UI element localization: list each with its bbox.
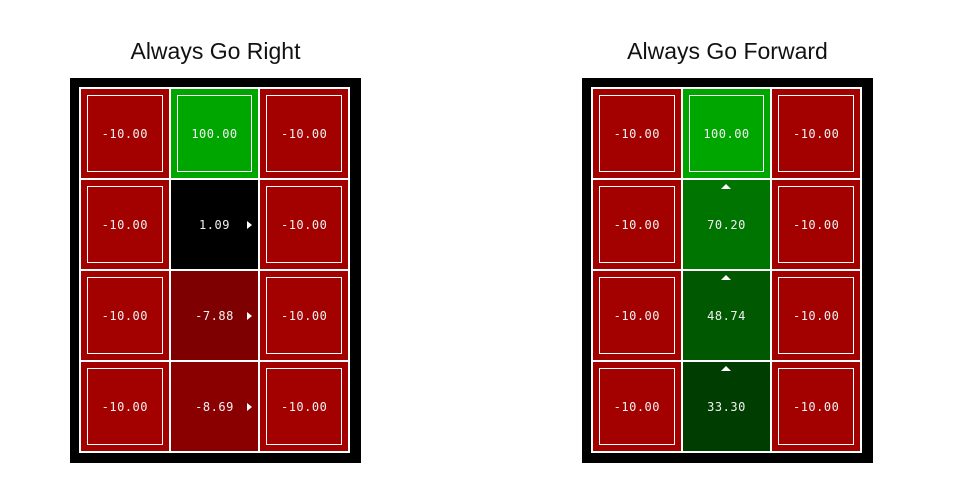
cell-value: -10.00 xyxy=(792,308,840,323)
panel-title: Always Go Right xyxy=(130,38,301,64)
terminal-cell: -10.00 xyxy=(81,89,171,180)
terminal-marker xyxy=(87,277,163,354)
cell-value: -10.00 xyxy=(101,217,148,232)
cell-value: 100.00 xyxy=(191,126,238,141)
state-cell: -8.69 xyxy=(170,362,261,453)
arrow-up-icon xyxy=(721,275,732,280)
cell-value: -8.69 xyxy=(195,399,234,414)
panel-always-go-forward: Always Go Forward -10.00 100.00 -10.00 -10.… xyxy=(582,0,873,494)
state-cell: -7.88 xyxy=(170,271,261,362)
cell-value: -10.00 xyxy=(280,126,328,141)
cell-value: -10.00 xyxy=(613,217,660,232)
gridworld-board: -10.00 100.00 -10.00 -10.00 1.09 -10.00 -10.00… xyxy=(70,78,361,463)
terminal-cell: -10.00 xyxy=(260,362,350,453)
cell-value: 1.09 xyxy=(199,217,230,232)
terminal-cell: -10.00 xyxy=(772,362,862,453)
cell-value: 70.20 xyxy=(707,217,746,232)
terminal-cell: -10.00 xyxy=(81,271,171,362)
gridworld-board: -10.00 100.00 -10.00 -10.00 70.20 -10.00 -10.0… xyxy=(582,78,873,463)
terminal-marker xyxy=(778,95,854,172)
terminal-marker xyxy=(778,186,854,263)
terminal-marker xyxy=(599,277,675,354)
terminal-marker xyxy=(778,277,854,354)
terminal-marker xyxy=(599,368,675,445)
terminal-cell: -10.00 xyxy=(81,180,171,271)
gridworld-grid: -10.00 100.00 -10.00 -10.00 70.20 -10.00 -10.0… xyxy=(591,87,862,453)
cell-value: 48.74 xyxy=(707,308,746,323)
terminal-cell: -10.00 xyxy=(593,89,683,180)
terminal-marker xyxy=(266,277,342,354)
cell-value: -10.00 xyxy=(613,399,660,414)
terminal-cell: -10.00 xyxy=(772,271,862,362)
cell-value: -10.00 xyxy=(101,126,148,141)
arrow-up-icon xyxy=(721,366,732,371)
cell-value: -10.00 xyxy=(613,126,660,141)
terminal-cell: -10.00 xyxy=(260,271,350,362)
cell-value: -10.00 xyxy=(101,308,148,323)
terminal-marker xyxy=(599,95,675,172)
state-cell: 48.74 xyxy=(682,271,773,362)
terminal-cell: -10.00 xyxy=(772,180,862,271)
arrow-up-icon xyxy=(721,184,732,189)
cell-value: -10.00 xyxy=(280,217,328,232)
cell-value: -10.00 xyxy=(101,399,148,414)
terminal-marker xyxy=(176,95,253,172)
cell-value: -10.00 xyxy=(280,308,328,323)
terminal-marker xyxy=(266,368,342,445)
terminal-marker xyxy=(778,368,854,445)
panel-title: Always Go Forward xyxy=(627,38,828,64)
arrow-right-icon xyxy=(247,402,253,411)
terminal-marker xyxy=(87,368,163,445)
terminal-cell: -10.00 xyxy=(81,362,171,453)
terminal-marker xyxy=(599,186,675,263)
arrow-right-icon xyxy=(247,311,253,320)
gridworld-grid: -10.00 100.00 -10.00 -10.00 1.09 -10.00 -10.00… xyxy=(79,87,350,453)
terminal-cell: 100.00 xyxy=(170,89,261,180)
terminal-cell: -10.00 xyxy=(593,180,683,271)
arrow-right-icon xyxy=(247,220,253,229)
cell-value: -10.00 xyxy=(792,126,840,141)
terminal-cell: -10.00 xyxy=(772,89,862,180)
state-cell: 70.20 xyxy=(682,180,773,271)
cell-value: -7.88 xyxy=(195,308,234,323)
terminal-cell: -10.00 xyxy=(260,89,350,180)
panel-always-go-right: Always Go Right -10.00 100.00 -10.00 -10.00… xyxy=(70,0,361,494)
terminal-marker xyxy=(688,95,765,172)
terminal-cell: -10.00 xyxy=(260,180,350,271)
state-cell: 33.30 xyxy=(682,362,773,453)
cell-value: -10.00 xyxy=(792,217,840,232)
terminal-cell: -10.00 xyxy=(593,362,683,453)
terminal-marker xyxy=(87,95,163,172)
state-cell: 1.09 xyxy=(170,180,261,271)
terminal-cell: 100.00 xyxy=(682,89,773,180)
cell-value: 33.30 xyxy=(707,399,746,414)
terminal-marker xyxy=(266,186,342,263)
cell-value: -10.00 xyxy=(613,308,660,323)
cell-value: -10.00 xyxy=(280,399,328,414)
cell-value: -10.00 xyxy=(792,399,840,414)
terminal-marker xyxy=(87,186,163,263)
terminal-marker xyxy=(266,95,342,172)
terminal-cell: -10.00 xyxy=(593,271,683,362)
cell-value: 100.00 xyxy=(703,126,750,141)
